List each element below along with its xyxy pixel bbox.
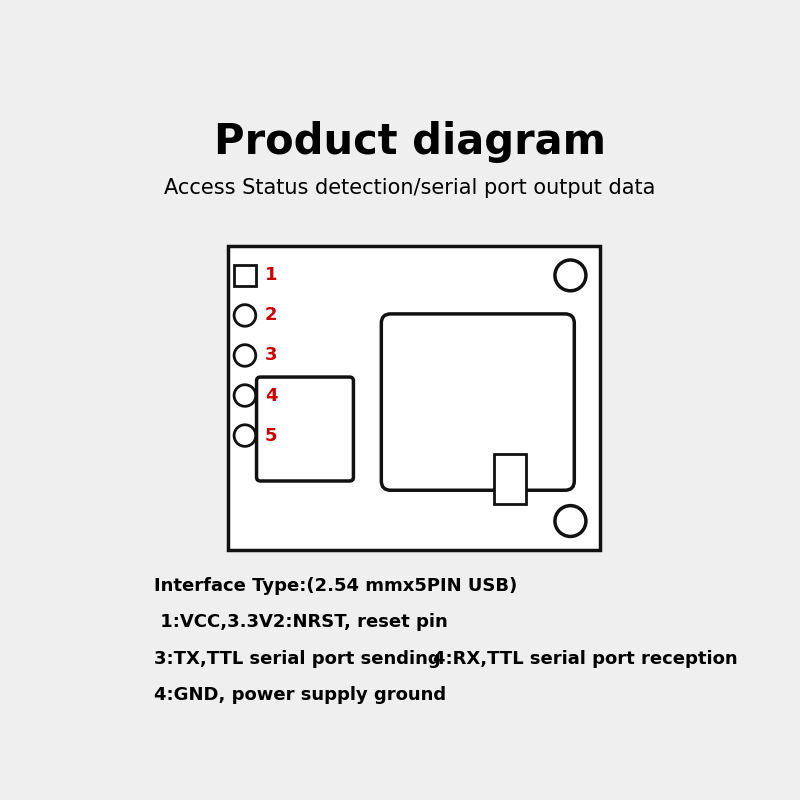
Text: 5: 5 [265, 426, 278, 445]
FancyBboxPatch shape [382, 314, 574, 490]
Circle shape [234, 425, 256, 446]
Circle shape [234, 305, 256, 326]
Text: 3:TX,TTL serial port sending: 3:TX,TTL serial port sending [154, 650, 441, 668]
Text: 2: 2 [265, 306, 278, 325]
Text: Access Status detection/serial port output data: Access Status detection/serial port outp… [164, 178, 656, 198]
Bar [494, 454, 526, 504]
Text: 1:VCC,3.3V2:NRST, reset pin: 1:VCC,3.3V2:NRST, reset pin [154, 614, 448, 631]
Text: 4:RX,TTL serial port reception: 4:RX,TTL serial port reception [434, 650, 738, 668]
Bar [228, 246, 600, 550]
Text: 3: 3 [265, 346, 278, 365]
Circle shape [234, 345, 256, 366]
Text: Interface Type:(2.54 mmx5PIN USB): Interface Type:(2.54 mmx5PIN USB) [154, 578, 518, 595]
Circle shape [555, 260, 586, 291]
Bar [234, 265, 256, 286]
Circle shape [555, 506, 586, 537]
Text: 4: 4 [265, 386, 278, 405]
FancyBboxPatch shape [257, 377, 354, 481]
Circle shape [234, 385, 256, 406]
Text: 4:GND, power supply ground: 4:GND, power supply ground [154, 686, 446, 704]
Text: 1: 1 [265, 266, 278, 285]
Text: Product diagram: Product diagram [214, 122, 606, 163]
